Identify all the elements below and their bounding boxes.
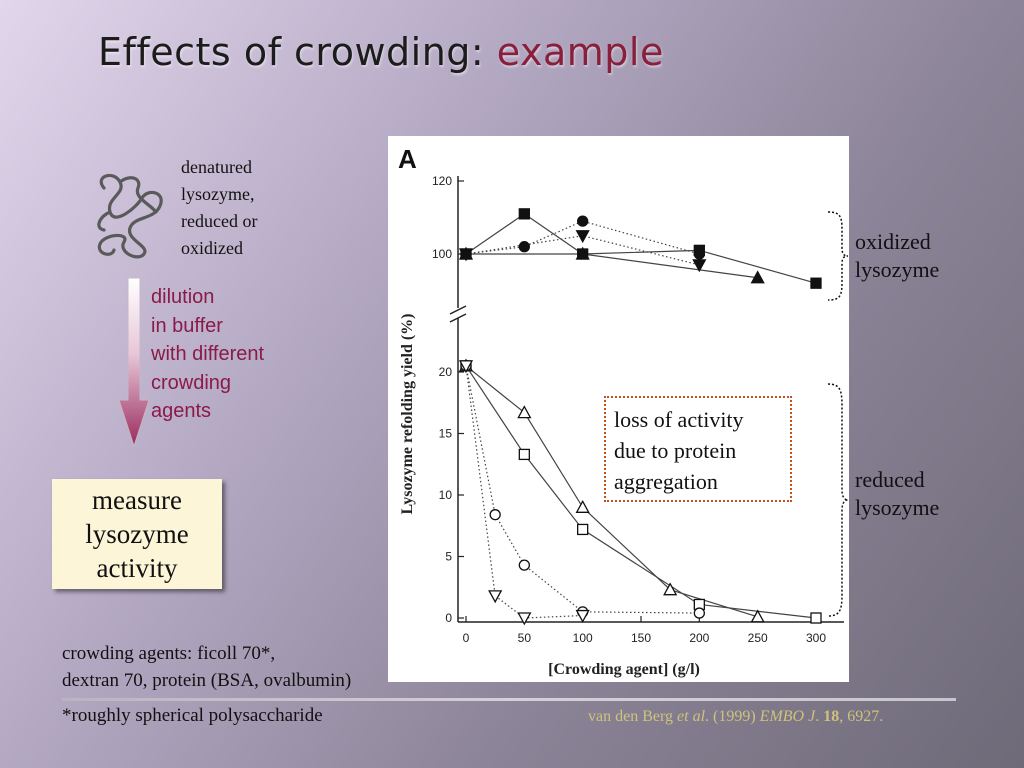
tick-label: 50 (518, 631, 532, 645)
down-triangle-marker (488, 590, 503, 604)
citation-etal: et al (677, 708, 706, 725)
denatured-line: denatured (181, 157, 252, 177)
oxidized-line: lysozyme (855, 257, 940, 282)
oxidized-lysozyme-label: oxidized lysozyme (855, 228, 939, 284)
title-main: Effects of crowding: (98, 30, 497, 74)
series-line (466, 253, 758, 279)
tick-label: 300 (806, 631, 826, 645)
up-triangle-marker (517, 405, 532, 419)
citation-authors: van den Berg (588, 708, 678, 725)
circle-marker (489, 509, 501, 521)
up-triangle-marker (575, 246, 590, 260)
curly-bracket-icon (827, 211, 849, 301)
tick-label: 100 (573, 631, 593, 645)
circle-marker (693, 607, 705, 619)
denatured-lysozyme-label: denatured lysozyme, reduced or oxidized (181, 154, 257, 262)
citation-journal: EMBO J (759, 708, 816, 725)
tick-label: 120 (432, 174, 452, 188)
curly-bracket-icon (827, 383, 849, 617)
circle-marker (518, 241, 530, 253)
title-accent: example (496, 30, 664, 74)
series-line (465, 213, 817, 284)
down-triangle-marker (575, 609, 590, 623)
slide-title: Effects of crowding: example (98, 30, 664, 74)
tick-label: 10 (439, 488, 453, 502)
aggregation-annotation: loss of activity due to protein aggregat… (604, 396, 792, 502)
reduced-line: reduced (855, 467, 925, 492)
measure-line: lysozyme (85, 519, 189, 549)
crowding-agents-note: crowding agents: ficoll 70*, dextran 70,… (62, 640, 351, 694)
down-triangle-marker (517, 612, 532, 626)
reduced-line: lysozyme (855, 495, 940, 520)
dilution-line: with different (151, 343, 265, 365)
square-marker (518, 448, 530, 461)
series-line (465, 220, 700, 255)
denatured-line: lysozyme, (181, 184, 255, 204)
square-marker (810, 612, 822, 624)
dilution-line: crowding (151, 371, 232, 394)
axis-break-mark (449, 305, 467, 315)
denatured-line: oxidized (181, 238, 243, 258)
tick-label: 0 (463, 631, 470, 645)
denatured-line: reduced or (181, 211, 258, 231)
annotation-line: aggregation (614, 469, 718, 494)
dilution-line: agents (151, 400, 212, 422)
down-triangle-marker (458, 360, 474, 374)
agents-line: dextran 70, protein (BSA, ovalbumin) (62, 670, 352, 691)
up-triangle-marker (750, 270, 765, 284)
square-marker (810, 277, 822, 289)
tick-label: 0 (445, 611, 452, 625)
up-triangle-marker (750, 609, 765, 623)
circle-marker (518, 559, 530, 571)
random-coil-icon (97, 173, 163, 259)
series-line (465, 365, 583, 619)
down-triangle-marker (575, 230, 590, 244)
panel-label: A (398, 144, 417, 174)
citation-pages: , 6927. (839, 708, 884, 725)
up-triangle-marker (663, 582, 678, 596)
citation-volume: 18 (823, 708, 840, 725)
y-axis-label: Lysozyme refolding yield (%) (399, 313, 416, 514)
measure-activity-text: measure lysozyme activity (85, 483, 188, 585)
down-arrow-icon (118, 278, 150, 448)
circle-marker (693, 248, 705, 260)
annotation-line: loss of activity (614, 407, 744, 432)
tick-label: 20 (439, 365, 453, 379)
square-marker (577, 523, 589, 536)
dilution-line: dilution (151, 286, 215, 308)
citation-dot: . (815, 708, 824, 725)
dilution-line: in buffer (151, 314, 223, 337)
x-axis-label: [Crowding agent] (g/l) (548, 661, 700, 678)
measure-activity-box: measure lysozyme activity (52, 479, 222, 589)
measure-line: measure (92, 485, 182, 515)
footer-divider (62, 698, 956, 701)
circle-marker (577, 215, 589, 227)
agents-line: crowding agents: ficoll 70*, (62, 643, 276, 664)
dilution-label: dilution in buffer with different crowdi… (151, 283, 264, 426)
citation: van den Berg et al. (1999) EMBO J. 18, 6… (588, 708, 883, 726)
axis-break-mark (449, 313, 467, 323)
tick-label: 100 (432, 247, 452, 261)
up-triangle-marker (458, 246, 474, 260)
measure-line: activity (96, 553, 178, 583)
square-marker (518, 208, 530, 220)
citation-year: . (1999) (705, 708, 760, 725)
series-line (465, 365, 700, 614)
series-markers (458, 208, 822, 626)
footnote: *roughly spherical polysaccharide (62, 705, 323, 726)
oxidized-line: oxidized (855, 229, 931, 254)
tick-label: 150 (631, 631, 651, 645)
tick-label: 15 (439, 427, 453, 441)
annotation-line: due to protein (614, 438, 737, 463)
up-triangle-marker (575, 499, 590, 513)
tick-label: 200 (689, 631, 709, 645)
down-triangle-marker (692, 259, 707, 273)
reduced-lysozyme-label: reduced lysozyme (855, 466, 939, 522)
tick-label: 250 (748, 631, 768, 645)
tick-label: 5 (445, 550, 452, 564)
